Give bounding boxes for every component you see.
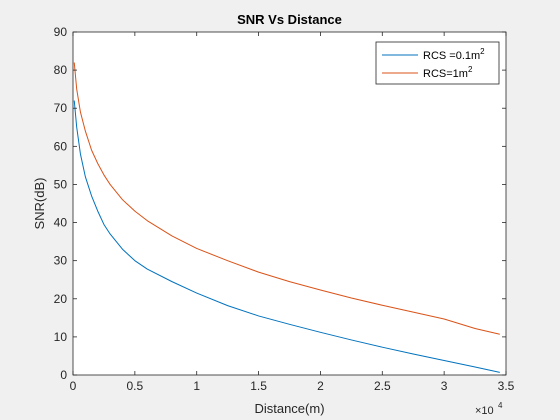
x-tick-label-0: 0 xyxy=(70,379,77,393)
y-tick-label-5: 50 xyxy=(54,177,68,191)
legend: RCS =0.1m2 RCS=1m2 xyxy=(375,41,500,85)
x-tick-label-7: 3.5 xyxy=(498,379,515,393)
x-tick-label-4: 2 xyxy=(317,379,324,393)
y-tick-label-2: 20 xyxy=(54,292,68,306)
legend-label-rcs-0.1: RCS =0.1m2 xyxy=(423,47,485,62)
chart-title: SNR Vs Distance xyxy=(237,12,342,27)
legend-label-rcs-0.1-sup: 2 xyxy=(480,47,485,56)
axes-frame xyxy=(72,31,507,376)
legend-label-rcs-1-sup: 2 xyxy=(468,65,473,74)
y-tick-label-7: 70 xyxy=(54,101,68,115)
legend-box xyxy=(375,41,500,85)
x-tick-label-5: 2.5 xyxy=(374,379,391,393)
x-exponent-base: ×10 xyxy=(475,405,494,417)
x-tick-label-1: 0.5 xyxy=(127,379,144,393)
series-line-0 xyxy=(73,100,500,373)
y-tick-label-3: 30 xyxy=(54,254,68,268)
y-axis-ticks: 0 10 20 30 40 50 60 70 80 90 xyxy=(54,25,506,382)
plot-area xyxy=(73,32,506,375)
x-axis-ticks: 0 0.5 1 1.5 2 2.5 3 3.5 xyxy=(70,32,515,393)
legend-label-rcs-1: RCS=1m2 xyxy=(423,65,473,80)
y-tick-label-0: 0 xyxy=(60,368,67,382)
legend-label-rcs-0.1-text: RCS =0.1m xyxy=(423,50,480,62)
y-tick-label-1: 10 xyxy=(54,330,68,344)
x-axis-exponent: ×10 4 xyxy=(475,401,503,417)
x-exponent-power: 4 xyxy=(498,401,503,410)
series-layer xyxy=(73,62,500,373)
legend-label-rcs-1-text: RCS=1m xyxy=(423,68,468,80)
y-tick-label-4: 40 xyxy=(54,216,68,230)
series-line-1 xyxy=(73,62,500,335)
x-tick-label-2: 1 xyxy=(193,379,200,393)
y-tick-label-9: 90 xyxy=(54,25,68,39)
y-axis-label: SNR(dB) xyxy=(32,177,47,229)
x-tick-label-3: 1.5 xyxy=(250,379,267,393)
x-axis-label: Distance(m) xyxy=(254,401,324,416)
y-tick-label-8: 80 xyxy=(54,63,68,77)
y-tick-label-6: 60 xyxy=(54,139,68,153)
x-tick-label-6: 3 xyxy=(441,379,448,393)
